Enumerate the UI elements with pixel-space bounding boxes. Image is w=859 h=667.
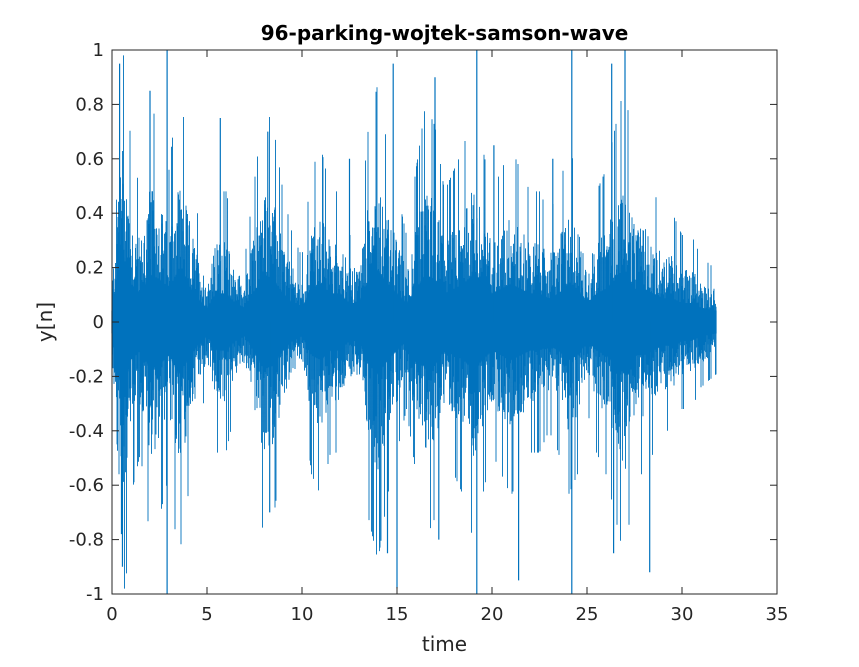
chart-title: 96-parking-wojtek-samson-wave (261, 21, 629, 45)
x-tick-label: 10 (291, 604, 314, 625)
x-tick-labels: 0 5 10 15 20 25 30 35 (106, 604, 788, 625)
x-tick-label: 30 (671, 604, 694, 625)
y-tick-label: 0.2 (75, 258, 104, 279)
y-tick-label: 0.8 (75, 94, 104, 115)
y-tick-label: 0.4 (75, 203, 104, 224)
x-tick-label: 25 (576, 604, 599, 625)
x-tick-label: 35 (766, 604, 789, 625)
y-axis-label: y[n] (33, 302, 57, 342)
waveform-series (111, 50, 717, 594)
x-tick-label: 5 (201, 604, 212, 625)
x-axis-label: time (422, 632, 467, 656)
y-tick-labels: 1 0.8 0.6 0.4 0.2 0 -0.2 -0.4 -0.6 -0.8 -1 (69, 40, 104, 605)
tick-marks (111, 49, 778, 595)
y-tick-label: -0.2 (69, 366, 104, 387)
y-tick-label: 0 (93, 312, 104, 333)
x-tick-label: 0 (106, 604, 117, 625)
y-tick-label: 0.6 (75, 149, 104, 170)
y-tick-label: -1 (86, 584, 104, 605)
y-tick-label: -0.8 (69, 530, 104, 551)
y-tick-label: -0.4 (69, 421, 104, 442)
x-tick-label: 15 (386, 604, 409, 625)
y-tick-label: 1 (93, 40, 104, 61)
x-tick-label: 20 (481, 604, 504, 625)
y-tick-label: -0.6 (69, 475, 104, 496)
